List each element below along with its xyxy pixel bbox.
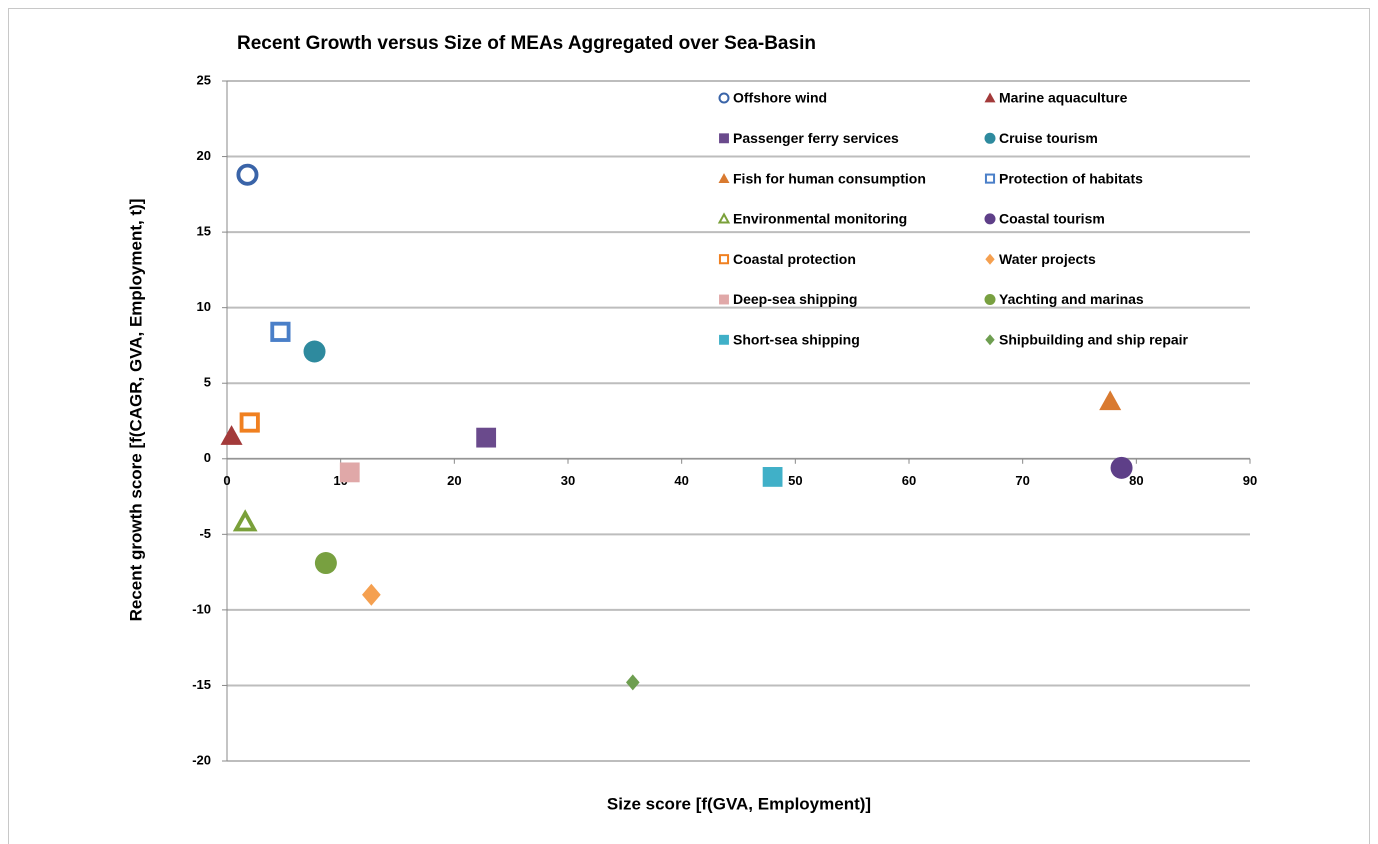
x-tick-label: 70 xyxy=(1015,473,1029,488)
y-tick-label: 25 xyxy=(197,72,211,87)
y-tick-label: 0 xyxy=(204,450,211,465)
legend-marker xyxy=(984,132,996,144)
x-tick-label: 90 xyxy=(1243,473,1257,488)
legend-marker xyxy=(984,173,996,184)
y-tick-label: -10 xyxy=(192,601,211,616)
x-tick-label: 0 xyxy=(223,473,230,488)
legend-label: Yachting and marinas xyxy=(999,291,1144,307)
legend-label: Deep-sea shipping xyxy=(733,291,857,307)
y-axis-label: Recent growth score [f(CAGR, GVA, Employ… xyxy=(126,199,145,622)
legend-label: Coastal protection xyxy=(733,251,856,267)
chart-title: Recent Growth versus Size of MEAs Aggreg… xyxy=(237,33,816,54)
scatter-point xyxy=(476,427,497,448)
legend-label: Water projects xyxy=(999,251,1096,267)
scatter-point xyxy=(303,340,326,363)
scatter-point xyxy=(1099,390,1122,411)
legend-label: Shipbuilding and ship repair xyxy=(999,332,1189,348)
scatter-point xyxy=(1110,456,1133,479)
x-axis-label: Size score [f(GVA, Employment)] xyxy=(607,794,871,813)
legend-label: Cruise tourism xyxy=(999,130,1098,146)
legend-label: Marine aquaculture xyxy=(999,90,1128,106)
scatter-point xyxy=(239,412,260,433)
chart-frame xyxy=(8,8,1370,844)
legend-marker xyxy=(719,133,729,144)
legend-marker xyxy=(985,253,995,265)
y-tick-label: -20 xyxy=(192,752,211,767)
x-tick-label: 40 xyxy=(674,473,688,488)
scatter-point xyxy=(339,462,360,483)
scatter-point xyxy=(762,467,783,487)
legend-marker xyxy=(717,212,731,224)
x-tick-label: 80 xyxy=(1129,473,1143,488)
legend-marker xyxy=(719,294,729,305)
y-tick-label: 15 xyxy=(197,224,211,239)
legend-marker xyxy=(984,213,996,225)
legend-marker xyxy=(718,254,730,265)
legend-marker xyxy=(984,92,996,103)
legend-marker xyxy=(985,334,995,346)
scatter-point xyxy=(236,163,259,186)
x-tick-label: 30 xyxy=(561,473,575,488)
y-tick-label: 10 xyxy=(197,299,211,314)
x-tick-label: 20 xyxy=(447,473,461,488)
legend-label: Protection of habitats xyxy=(999,170,1143,186)
legend-label: Environmental monitoring xyxy=(733,211,907,227)
x-tick-label: 60 xyxy=(902,473,916,488)
legend-marker xyxy=(984,294,996,305)
legend-label: Offshore wind xyxy=(733,90,827,106)
legend-label: Fish for human consumption xyxy=(733,170,926,186)
legend-marker xyxy=(718,92,730,104)
y-tick-label: 5 xyxy=(204,375,211,390)
scatter-point xyxy=(220,425,243,445)
y-tick-label: 20 xyxy=(197,148,211,163)
legend-marker xyxy=(719,334,729,345)
scatter-point xyxy=(270,321,291,342)
x-tick-label: 50 xyxy=(788,473,802,488)
legend-label: Passenger ferry services xyxy=(733,130,899,146)
scatter-point xyxy=(362,583,381,606)
y-tick-label: -5 xyxy=(199,526,211,541)
legend-label: Coastal tourism xyxy=(999,211,1105,227)
scatter-point xyxy=(232,509,258,532)
scatter-point xyxy=(314,552,337,575)
legend-marker xyxy=(718,173,730,183)
y-tick-label: -15 xyxy=(192,677,211,692)
scatter-point xyxy=(625,674,640,691)
legend-label: Short-sea shipping xyxy=(733,332,860,348)
